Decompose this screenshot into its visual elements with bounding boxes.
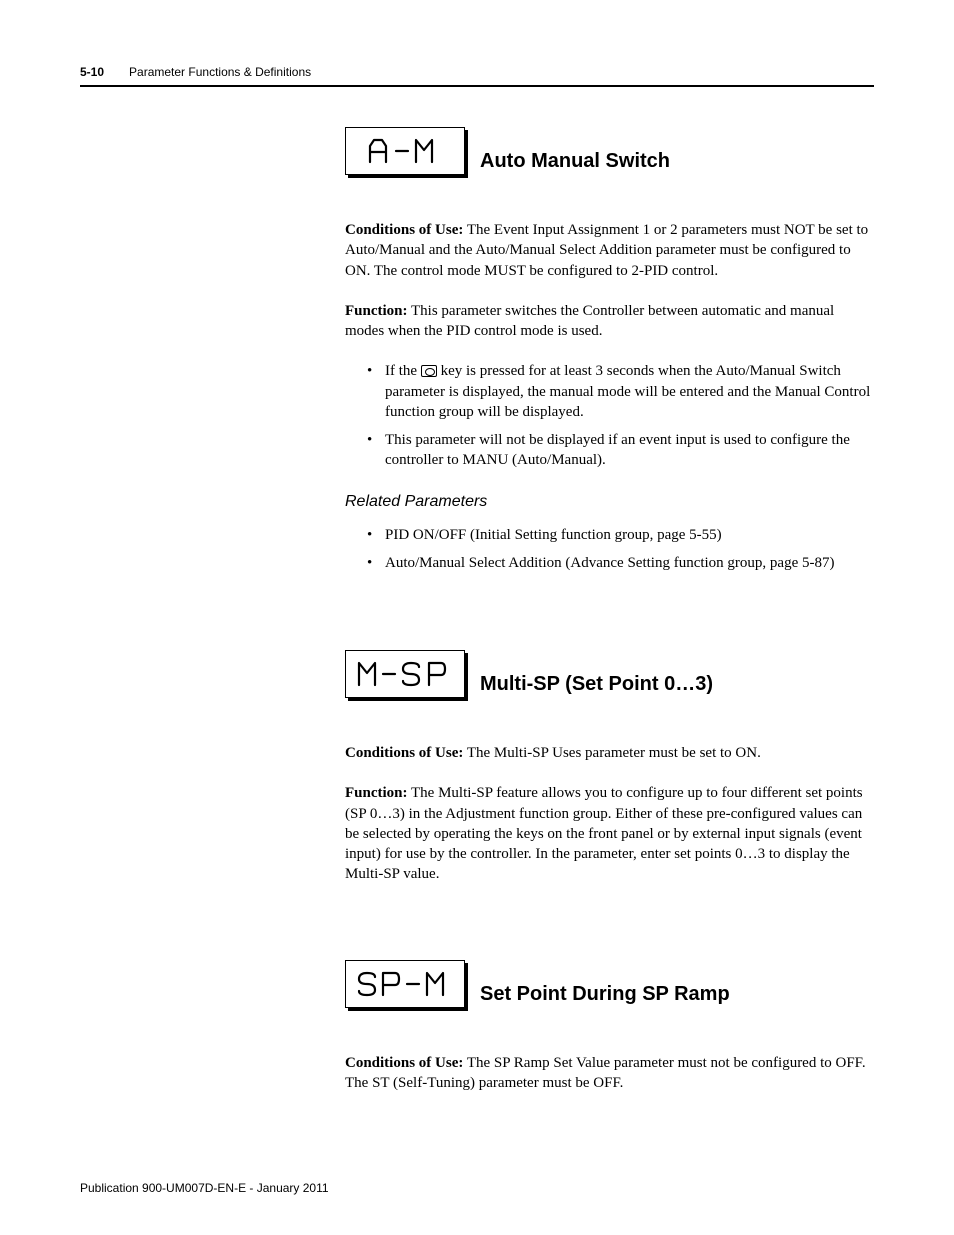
bullet-post-text: key is pressed for at least 3 seconds wh… bbox=[385, 363, 870, 420]
function-label: Function: bbox=[345, 785, 408, 801]
bullet-item: This parameter will not be displayed if … bbox=[345, 430, 875, 471]
conditions-label: Conditions of Use: bbox=[345, 1055, 463, 1071]
conditions-label: Conditions of Use: bbox=[345, 745, 463, 761]
related-parameters-heading: Related Parameters bbox=[345, 493, 875, 511]
conditions-text: The Multi-SP Uses parameter must be set … bbox=[463, 745, 760, 761]
bullet-pre-text: If the bbox=[385, 363, 421, 379]
level-key-icon bbox=[421, 365, 437, 377]
param-header-sp-ramp: Set Point During SP Ramp bbox=[345, 960, 875, 1008]
function-text: This parameter switches the Controller b… bbox=[345, 303, 834, 339]
param-header-multi-sp: Multi-SP (Set Point 0…3) bbox=[345, 650, 875, 698]
param-title: Multi-SP (Set Point 0…3) bbox=[480, 673, 713, 698]
chapter-title: Parameter Functions & Definitions bbox=[129, 65, 311, 79]
bullet-item: If the key is pressed for at least 3 sec… bbox=[345, 361, 875, 422]
segment-glyphs-icon bbox=[360, 136, 450, 166]
main-content: Auto Manual Switch Conditions of Use: Th… bbox=[345, 127, 875, 1093]
related-item: Auto/Manual Select Addition (Advance Set… bbox=[345, 553, 875, 573]
related-item: PID ON/OFF (Initial Setting function gro… bbox=[345, 525, 875, 545]
function-label: Function: bbox=[345, 303, 408, 319]
segment-display-box bbox=[345, 127, 465, 175]
segment-display-box bbox=[345, 960, 465, 1008]
page-number: 5-10 bbox=[80, 65, 104, 79]
page-header: 5-10 Parameter Functions & Definitions bbox=[80, 65, 874, 79]
segment-glyphs-icon bbox=[353, 969, 457, 999]
bullet-text: This parameter will not be displayed if … bbox=[385, 432, 850, 468]
function-paragraph: Function: The Multi-SP feature allows yo… bbox=[345, 783, 875, 884]
related-bullets: PID ON/OFF (Initial Setting function gro… bbox=[345, 525, 875, 574]
conditions-paragraph: Conditions of Use: The Multi-SP Uses par… bbox=[345, 743, 875, 763]
function-bullets: If the key is pressed for at least 3 sec… bbox=[345, 361, 875, 470]
conditions-label: Conditions of Use: bbox=[345, 222, 463, 238]
param-header-auto-manual: Auto Manual Switch bbox=[345, 127, 875, 175]
function-text: The Multi-SP feature allows you to confi… bbox=[345, 785, 863, 882]
conditions-paragraph: Conditions of Use: The SP Ramp Set Value… bbox=[345, 1053, 875, 1094]
param-title: Auto Manual Switch bbox=[480, 150, 670, 175]
publication-footer: Publication 900-UM007D-EN-E - January 20… bbox=[80, 1181, 329, 1195]
conditions-paragraph: Conditions of Use: The Event Input Assig… bbox=[345, 220, 875, 281]
segment-glyphs-icon bbox=[353, 659, 457, 689]
segment-display-box bbox=[345, 650, 465, 698]
header-rule bbox=[80, 85, 874, 87]
function-paragraph: Function: This parameter switches the Co… bbox=[345, 301, 875, 342]
param-title: Set Point During SP Ramp bbox=[480, 983, 730, 1008]
